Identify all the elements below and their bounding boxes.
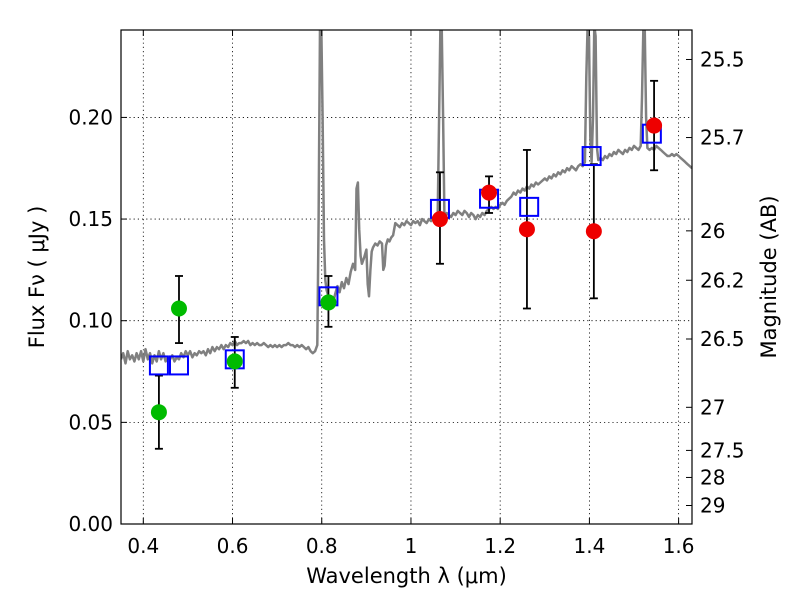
right-y-axis-label: Magnitude (AB) [757,195,781,358]
observed-flux-point [646,117,663,134]
magnitude-tick-label: 27 [700,395,725,419]
y-tick-label: 0.20 [68,105,113,129]
magnitude-tick-label: 26.5 [700,327,745,351]
magnitude-tick-label: 25.7 [700,126,745,150]
model-photometry-square [581,146,602,167]
observed-flux-point [431,211,448,228]
observed-flux-point [226,353,243,370]
model-spectrum-line [121,30,692,365]
observed-flux-point [518,221,535,238]
y-tick-label: 0.00 [68,512,113,536]
x-tick-label: 1.2 [484,534,516,558]
y-tick-label: 0.15 [68,207,113,231]
model-photometry-square [168,355,189,376]
magnitude-tick-label: 26.2 [700,268,745,292]
x-tick-label: 1.6 [663,534,695,558]
y-tick-label: 0.10 [68,309,113,333]
magnitude-tick-label: 27.5 [700,438,745,462]
magnitude-tick-label: 29 [700,494,725,518]
observed-flux-point [150,404,167,421]
x-tick-label: 0.4 [127,534,159,558]
magnitude-tick-label: 26 [700,219,725,243]
spectrum-layer [121,30,692,365]
observed-flux-point [170,300,187,317]
grid-lines [121,30,692,525]
observed-flux-point [320,294,337,311]
x-tick-label: 1 [405,534,418,558]
x-tick-label: 0.6 [217,534,249,558]
x-tick-label: 1.4 [573,534,605,558]
y-tick-label: 0.05 [68,410,113,434]
x-tick-label: 0.8 [306,534,338,558]
y-axis-label: Flux Fν ( μJy ) [25,206,49,349]
x-axis-label: Wavelength λ (μm) [306,564,507,588]
magnitude-tick-label: 28 [700,465,725,489]
axis-ticks: 0.4 0.6 0.8 1 1.2 1.4 1.6 0.00 0.05 0.10 0.15 0.20 2… [68,30,745,558]
magnitude-tick-label: 25.5 [700,47,745,71]
data-markers [148,117,663,421]
model-photometry-square [148,355,169,376]
plot-frame [120,29,693,525]
error-bars [154,79,659,450]
observed-flux-point [481,184,498,201]
model-photometry-square [519,196,540,217]
observed-flux-point [585,223,602,240]
